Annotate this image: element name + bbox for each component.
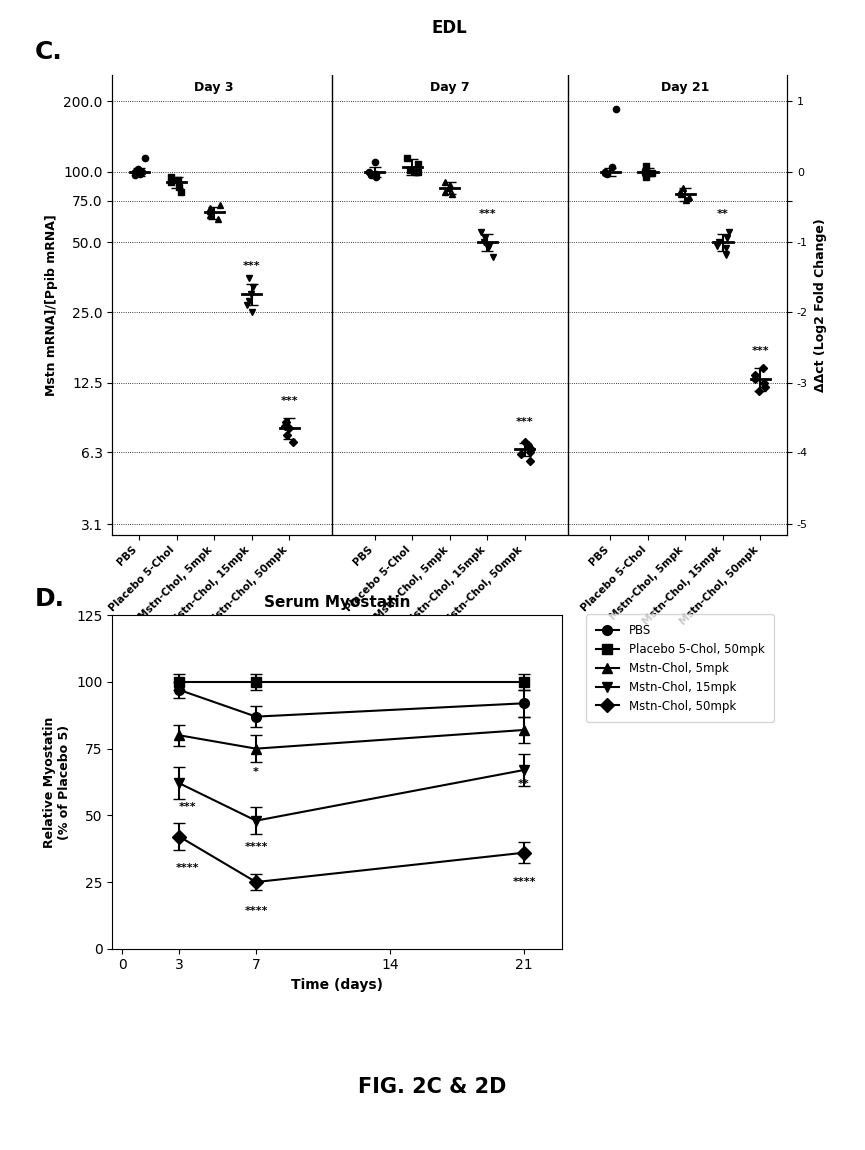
- Text: ****: ****: [244, 842, 268, 852]
- Text: **: **: [717, 209, 729, 220]
- Text: ***: ***: [243, 261, 260, 271]
- Text: Day 3: Day 3: [195, 81, 234, 94]
- Text: ****: ****: [176, 864, 199, 873]
- Text: ****: ****: [244, 906, 268, 917]
- Text: ***: ***: [752, 346, 769, 356]
- Y-axis label: Relative Myostatin
(% of Placebo 5): Relative Myostatin (% of Placebo 5): [42, 716, 71, 848]
- Title: EDL: EDL: [432, 20, 468, 37]
- Text: ***: ***: [178, 802, 195, 812]
- Text: Day 21: Day 21: [661, 81, 709, 94]
- Text: C.: C.: [35, 40, 62, 64]
- Text: ***: ***: [478, 209, 497, 220]
- X-axis label: Time (days): Time (days): [292, 978, 383, 992]
- Text: D.: D.: [35, 586, 65, 611]
- Text: ***: ***: [280, 396, 298, 406]
- Legend: PBS, Placebo 5-Chol, 50mpk, Mstn-Chol, 5mpk, Mstn-Chol, 15mpk, Mstn-Chol, 50mpk: PBS, Placebo 5-Chol, 50mpk, Mstn-Chol, 5…: [586, 614, 774, 722]
- Text: Day 7: Day 7: [430, 81, 470, 94]
- Y-axis label: ΔΔct (Log2 Fold Change): ΔΔct (Log2 Fold Change): [814, 217, 827, 392]
- Text: **: **: [518, 779, 530, 789]
- Text: *: *: [253, 767, 259, 777]
- Title: Serum Myostatin: Serum Myostatin: [264, 595, 411, 610]
- Text: ****: ****: [512, 876, 535, 887]
- Text: FIG. 2C & 2D: FIG. 2C & 2D: [358, 1076, 507, 1097]
- Y-axis label: Mstn mRNA]/[Ppib mRNA]: Mstn mRNA]/[Ppib mRNA]: [45, 214, 58, 396]
- Text: ***: ***: [516, 416, 534, 427]
